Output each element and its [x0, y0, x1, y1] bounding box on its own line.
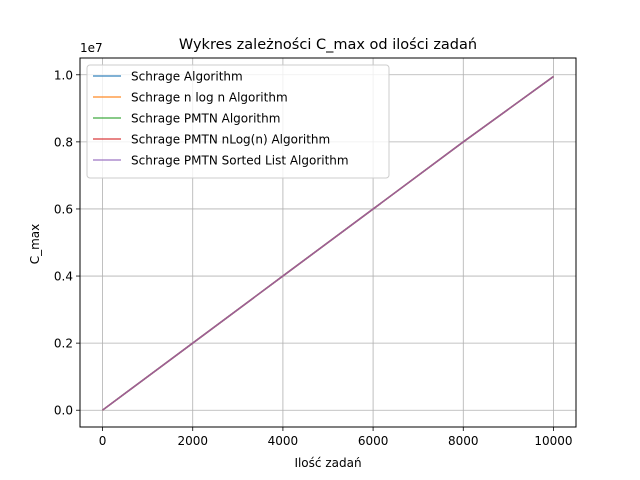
y-tick-label: 0.0 — [54, 404, 73, 418]
legend-label: Schrage PMTN Sorted List Algorithm — [131, 154, 349, 168]
x-tick-label: 6000 — [358, 434, 389, 448]
x-axis: 0 2000 4000 6000 8000 10000 — [99, 427, 573, 448]
x-tick-label: 2000 — [177, 434, 208, 448]
x-tick-label: 10000 — [534, 434, 572, 448]
y-axis: 0.0 0.2 0.4 0.6 0.8 1.0 — [54, 68, 80, 418]
legend-label: Schrage Algorithm — [131, 70, 243, 84]
x-tick-label: 0 — [99, 434, 107, 448]
series-line — [102, 75, 554, 411]
y-tick-label: 0.6 — [54, 202, 73, 216]
y-tick-label: 0.2 — [54, 337, 73, 351]
y-axis-label: C_max — [28, 224, 42, 265]
y-tick-label: 0.8 — [54, 135, 73, 149]
y-tick-label: 1.0 — [54, 68, 73, 82]
series-layer — [102, 75, 554, 411]
legend-label: Schrage n log n Algorithm — [131, 91, 288, 105]
legend-label: Schrage PMTN nLog(n) Algorithm — [131, 133, 330, 147]
plot-frame — [79, 57, 577, 428]
legend-box — [86, 64, 390, 179]
legend: Schrage Algorithm Schrage n log n Algorit… — [86, 64, 390, 179]
x-tick-label: 8000 — [448, 434, 479, 448]
chart-title: Wykres zależności C_max od ilości zadań — [179, 37, 477, 53]
legend-label: Schrage PMTN Algorithm — [131, 112, 280, 126]
x-tick-label: 4000 — [268, 434, 299, 448]
y-offset-label: 1e7 — [80, 41, 103, 55]
y-tick-label: 0.4 — [54, 270, 73, 284]
x-axis-label: Ilość zadań — [294, 456, 361, 470]
